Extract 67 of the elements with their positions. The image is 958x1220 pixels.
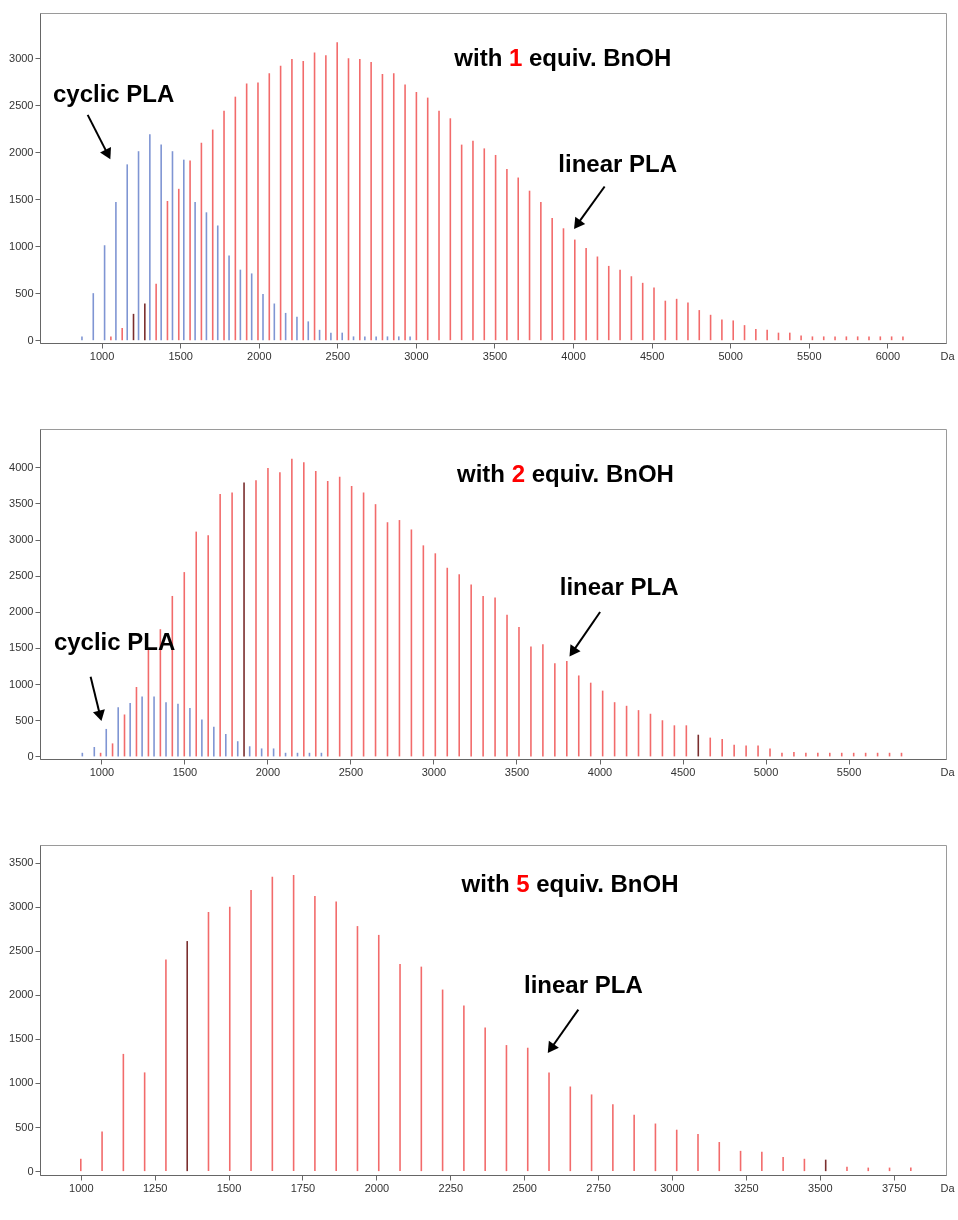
x-tick-label: 4000 <box>561 349 586 362</box>
x-tick-label: 1000 <box>89 349 115 362</box>
x-axis-title: Da <box>940 349 956 362</box>
x-tick-label: 1250 <box>142 1181 168 1194</box>
x-tick-label: 3750 <box>881 1181 907 1194</box>
x-tick-label: 2000 <box>247 349 272 362</box>
y-tick-label: 2500 <box>9 98 34 111</box>
annotation: linear PLA <box>559 573 679 601</box>
y-tick-label: 0 <box>27 333 34 346</box>
x-tick-label: 2000 <box>255 765 281 778</box>
x-tick-label: 2000 <box>364 1181 390 1194</box>
x-tick-label: 2500 <box>338 765 364 778</box>
x-tick-label: 4500 <box>670 765 696 778</box>
y-tick-label: 0 <box>27 749 34 762</box>
text: with 2 equiv. BnOH <box>456 460 674 487</box>
y-tick-label: 2000 <box>9 605 34 618</box>
x-tick-label: 5000 <box>718 349 743 362</box>
x-tick-label: 2750 <box>586 1181 611 1194</box>
annotation: linear PLA <box>558 150 677 178</box>
x-tick-label: 2500 <box>325 349 351 362</box>
y-tick-label: 500 <box>15 713 34 726</box>
y-tick-label: 2000 <box>9 988 34 1001</box>
annotation: linear PLA <box>524 970 643 998</box>
y-tick-label: 3500 <box>9 856 34 869</box>
x-tick-label: 3500 <box>504 765 530 778</box>
x-tick-label: 3250 <box>734 1181 759 1194</box>
x-tick-label: 4000 <box>587 765 613 778</box>
x-tick-label: 1000 <box>89 765 115 778</box>
x-axis-title: Da <box>940 1181 956 1194</box>
x-tick-label: 1000 <box>69 1181 94 1194</box>
x-axis-title: Da <box>940 765 956 778</box>
y-tick-label: 500 <box>15 1120 34 1133</box>
y-tick-label: 3000 <box>9 533 34 546</box>
y-tick-label: 1000 <box>9 677 34 690</box>
y-tick-label: 4000 <box>9 460 34 473</box>
text: with 5 equiv. BnOH <box>460 870 679 897</box>
y-tick-label: 1000 <box>9 239 34 252</box>
x-tick-label: 4500 <box>639 349 665 362</box>
y-tick-label: 2000 <box>9 145 34 158</box>
x-tick-label: 1500 <box>168 349 193 362</box>
y-tick-label: 0 <box>27 1164 34 1177</box>
y-tick-label: 3500 <box>9 496 34 509</box>
x-tick-label: 1750 <box>290 1181 316 1194</box>
y-tick-label: 1000 <box>9 1076 34 1089</box>
x-tick-label: 1500 <box>216 1181 242 1194</box>
annotation: cyclic PLA <box>52 79 175 107</box>
y-tick-label: 500 <box>15 286 34 299</box>
y-tick-label: 2500 <box>9 569 34 582</box>
x-tick-label: 5500 <box>797 349 822 362</box>
x-tick-label: 6000 <box>875 349 901 362</box>
y-tick-label: 3000 <box>9 900 34 913</box>
x-tick-label: 3500 <box>482 349 508 362</box>
y-tick-label: 1500 <box>9 641 34 654</box>
x-tick-label: 2250 <box>438 1181 464 1194</box>
x-tick-label: 5000 <box>753 765 779 778</box>
x-tick-label: 3500 <box>808 1181 833 1194</box>
x-tick-label: 2500 <box>512 1181 537 1194</box>
y-tick-label: 2500 <box>9 944 34 957</box>
y-tick-label: 1500 <box>9 192 34 205</box>
x-tick-label: 3000 <box>404 349 429 362</box>
x-tick-label: 5500 <box>836 765 862 778</box>
y-tick-label: 1500 <box>9 1032 34 1045</box>
x-tick-label: 3000 <box>421 765 447 778</box>
x-tick-label: 1500 <box>172 765 198 778</box>
x-tick-label: 3000 <box>660 1181 685 1194</box>
text: with 1 equiv. BnOH <box>453 44 672 71</box>
y-tick-label: 3000 <box>9 51 34 64</box>
